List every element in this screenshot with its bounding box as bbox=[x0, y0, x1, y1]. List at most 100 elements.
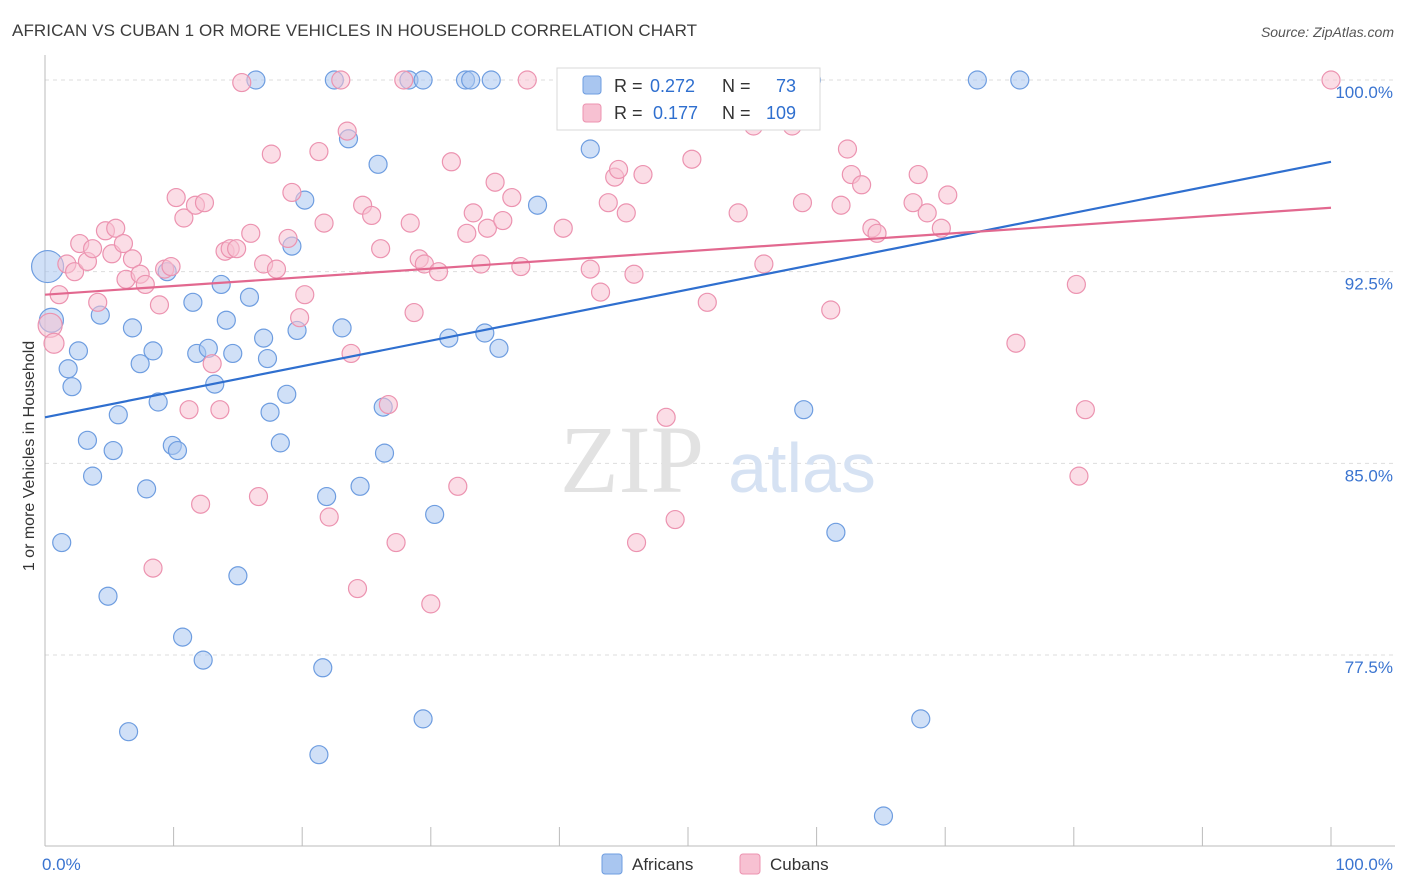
source-credit: Source: ZipAtlas.com bbox=[1260, 24, 1394, 40]
stats-africans-r-value: 0.272 bbox=[650, 76, 695, 96]
cubans-point bbox=[191, 494, 211, 514]
cubans-point bbox=[266, 259, 287, 279]
africans-points bbox=[30, 70, 1030, 826]
africans-point bbox=[527, 195, 548, 215]
stats-africans-n-label: N = bbox=[722, 76, 751, 96]
cubans-point bbox=[1066, 274, 1086, 295]
cubans-point bbox=[553, 218, 573, 238]
cubans-point bbox=[656, 407, 676, 427]
cubans-point bbox=[371, 239, 391, 259]
cubans-point bbox=[194, 193, 215, 213]
africans-point bbox=[794, 400, 814, 420]
cubans-point bbox=[608, 159, 629, 180]
cubans-point bbox=[633, 164, 653, 185]
cubans-point bbox=[241, 223, 261, 243]
x-tick-label: 100.0% bbox=[1335, 855, 1393, 874]
africans-point bbox=[228, 566, 248, 586]
cubans-point bbox=[831, 195, 851, 215]
africans-point bbox=[223, 343, 243, 364]
africans-point bbox=[489, 338, 509, 358]
cubans-point bbox=[362, 205, 382, 226]
cubans-point bbox=[580, 259, 600, 279]
cubans-point bbox=[697, 292, 717, 312]
africans-point bbox=[211, 274, 231, 295]
cubans-point bbox=[938, 185, 958, 205]
cubans-point bbox=[319, 507, 339, 527]
cubans-point bbox=[341, 343, 361, 364]
cubans-trend-line bbox=[44, 206, 1332, 296]
legend-item-africans[interactable]: Africans bbox=[601, 853, 693, 875]
cubans-point bbox=[837, 139, 858, 159]
cubans-point bbox=[106, 218, 126, 238]
stats-africans-n-value: 73 bbox=[776, 76, 796, 96]
chart-title: AFRICAN VS CUBAN 1 OR MORE VEHICLES IN H… bbox=[12, 21, 698, 40]
africans-point bbox=[173, 627, 193, 647]
africans-point bbox=[130, 354, 150, 374]
africans-point bbox=[254, 328, 274, 348]
stats-cubans-n-value: 109 bbox=[766, 103, 796, 123]
cubans-point bbox=[290, 308, 310, 328]
africans-point bbox=[260, 402, 280, 422]
cubans-point bbox=[624, 264, 644, 284]
cubans-point bbox=[626, 532, 647, 553]
africans-point bbox=[62, 377, 82, 397]
cubans-point bbox=[485, 172, 505, 192]
cubans-point bbox=[174, 208, 194, 228]
cubans-point bbox=[1006, 333, 1026, 353]
africans-point bbox=[475, 323, 495, 343]
africans-point bbox=[826, 522, 846, 542]
stats-africans-swatch bbox=[582, 75, 602, 95]
cubans-point bbox=[616, 203, 636, 223]
africans-point bbox=[103, 440, 123, 461]
africans-point bbox=[461, 70, 481, 90]
cubans-point bbox=[227, 239, 247, 259]
cubans-point bbox=[331, 70, 351, 90]
cubans-point bbox=[179, 400, 199, 420]
legend-item-cubans[interactable]: Cubans bbox=[739, 853, 829, 875]
cubans-point bbox=[517, 70, 537, 90]
africans-point bbox=[317, 486, 337, 507]
x-tick-label: 0.0% bbox=[42, 855, 81, 874]
cubans-points bbox=[37, 70, 1341, 614]
cubans-point bbox=[149, 295, 170, 315]
cubans-point bbox=[421, 594, 441, 614]
stats-cubans-r-value: 0.177 bbox=[653, 103, 698, 123]
legend-africans-swatch bbox=[601, 853, 623, 875]
trend-lines bbox=[44, 160, 1332, 419]
cubans-point bbox=[665, 509, 685, 530]
cubans-point bbox=[590, 282, 611, 302]
cubans-point bbox=[295, 285, 315, 305]
y-tick-label: 77.5% bbox=[1345, 658, 1393, 677]
cubans-point bbox=[502, 187, 522, 208]
cubans-point bbox=[852, 175, 872, 195]
y-tick-label: 85.0% bbox=[1345, 466, 1393, 485]
cubans-point bbox=[347, 578, 368, 599]
cubans-point bbox=[113, 233, 134, 254]
cubans-point bbox=[314, 213, 334, 233]
cubans-point bbox=[457, 223, 477, 243]
cubans-point bbox=[1069, 466, 1089, 486]
cubans-point bbox=[394, 70, 414, 90]
cubans-point bbox=[161, 256, 181, 277]
cubans-point bbox=[441, 152, 461, 172]
cubans-point bbox=[682, 149, 702, 169]
africans-point bbox=[193, 650, 213, 670]
africans-point bbox=[68, 341, 89, 361]
watermark: ZIP atlas bbox=[560, 406, 876, 513]
cubans-point bbox=[143, 558, 163, 578]
cubans-point bbox=[386, 532, 406, 553]
legend: Africans Cubans bbox=[601, 853, 829, 875]
africans-point bbox=[52, 532, 72, 553]
africans-point bbox=[368, 154, 388, 174]
cubans-point bbox=[428, 262, 449, 282]
stats-africans-r-label: R = bbox=[614, 76, 643, 96]
africans-point bbox=[183, 292, 203, 312]
africans-point bbox=[967, 70, 987, 90]
stats-cubans-r-label: R = bbox=[614, 103, 643, 123]
africans-point bbox=[277, 384, 297, 404]
cubans-point bbox=[477, 218, 497, 238]
cubans-point bbox=[378, 394, 398, 415]
africans-point bbox=[216, 310, 236, 330]
tick-labels: 77.5% 85.0% 92.5% 100.0% 0.0% 100.0% bbox=[42, 83, 1393, 874]
cubans-point bbox=[261, 144, 281, 164]
